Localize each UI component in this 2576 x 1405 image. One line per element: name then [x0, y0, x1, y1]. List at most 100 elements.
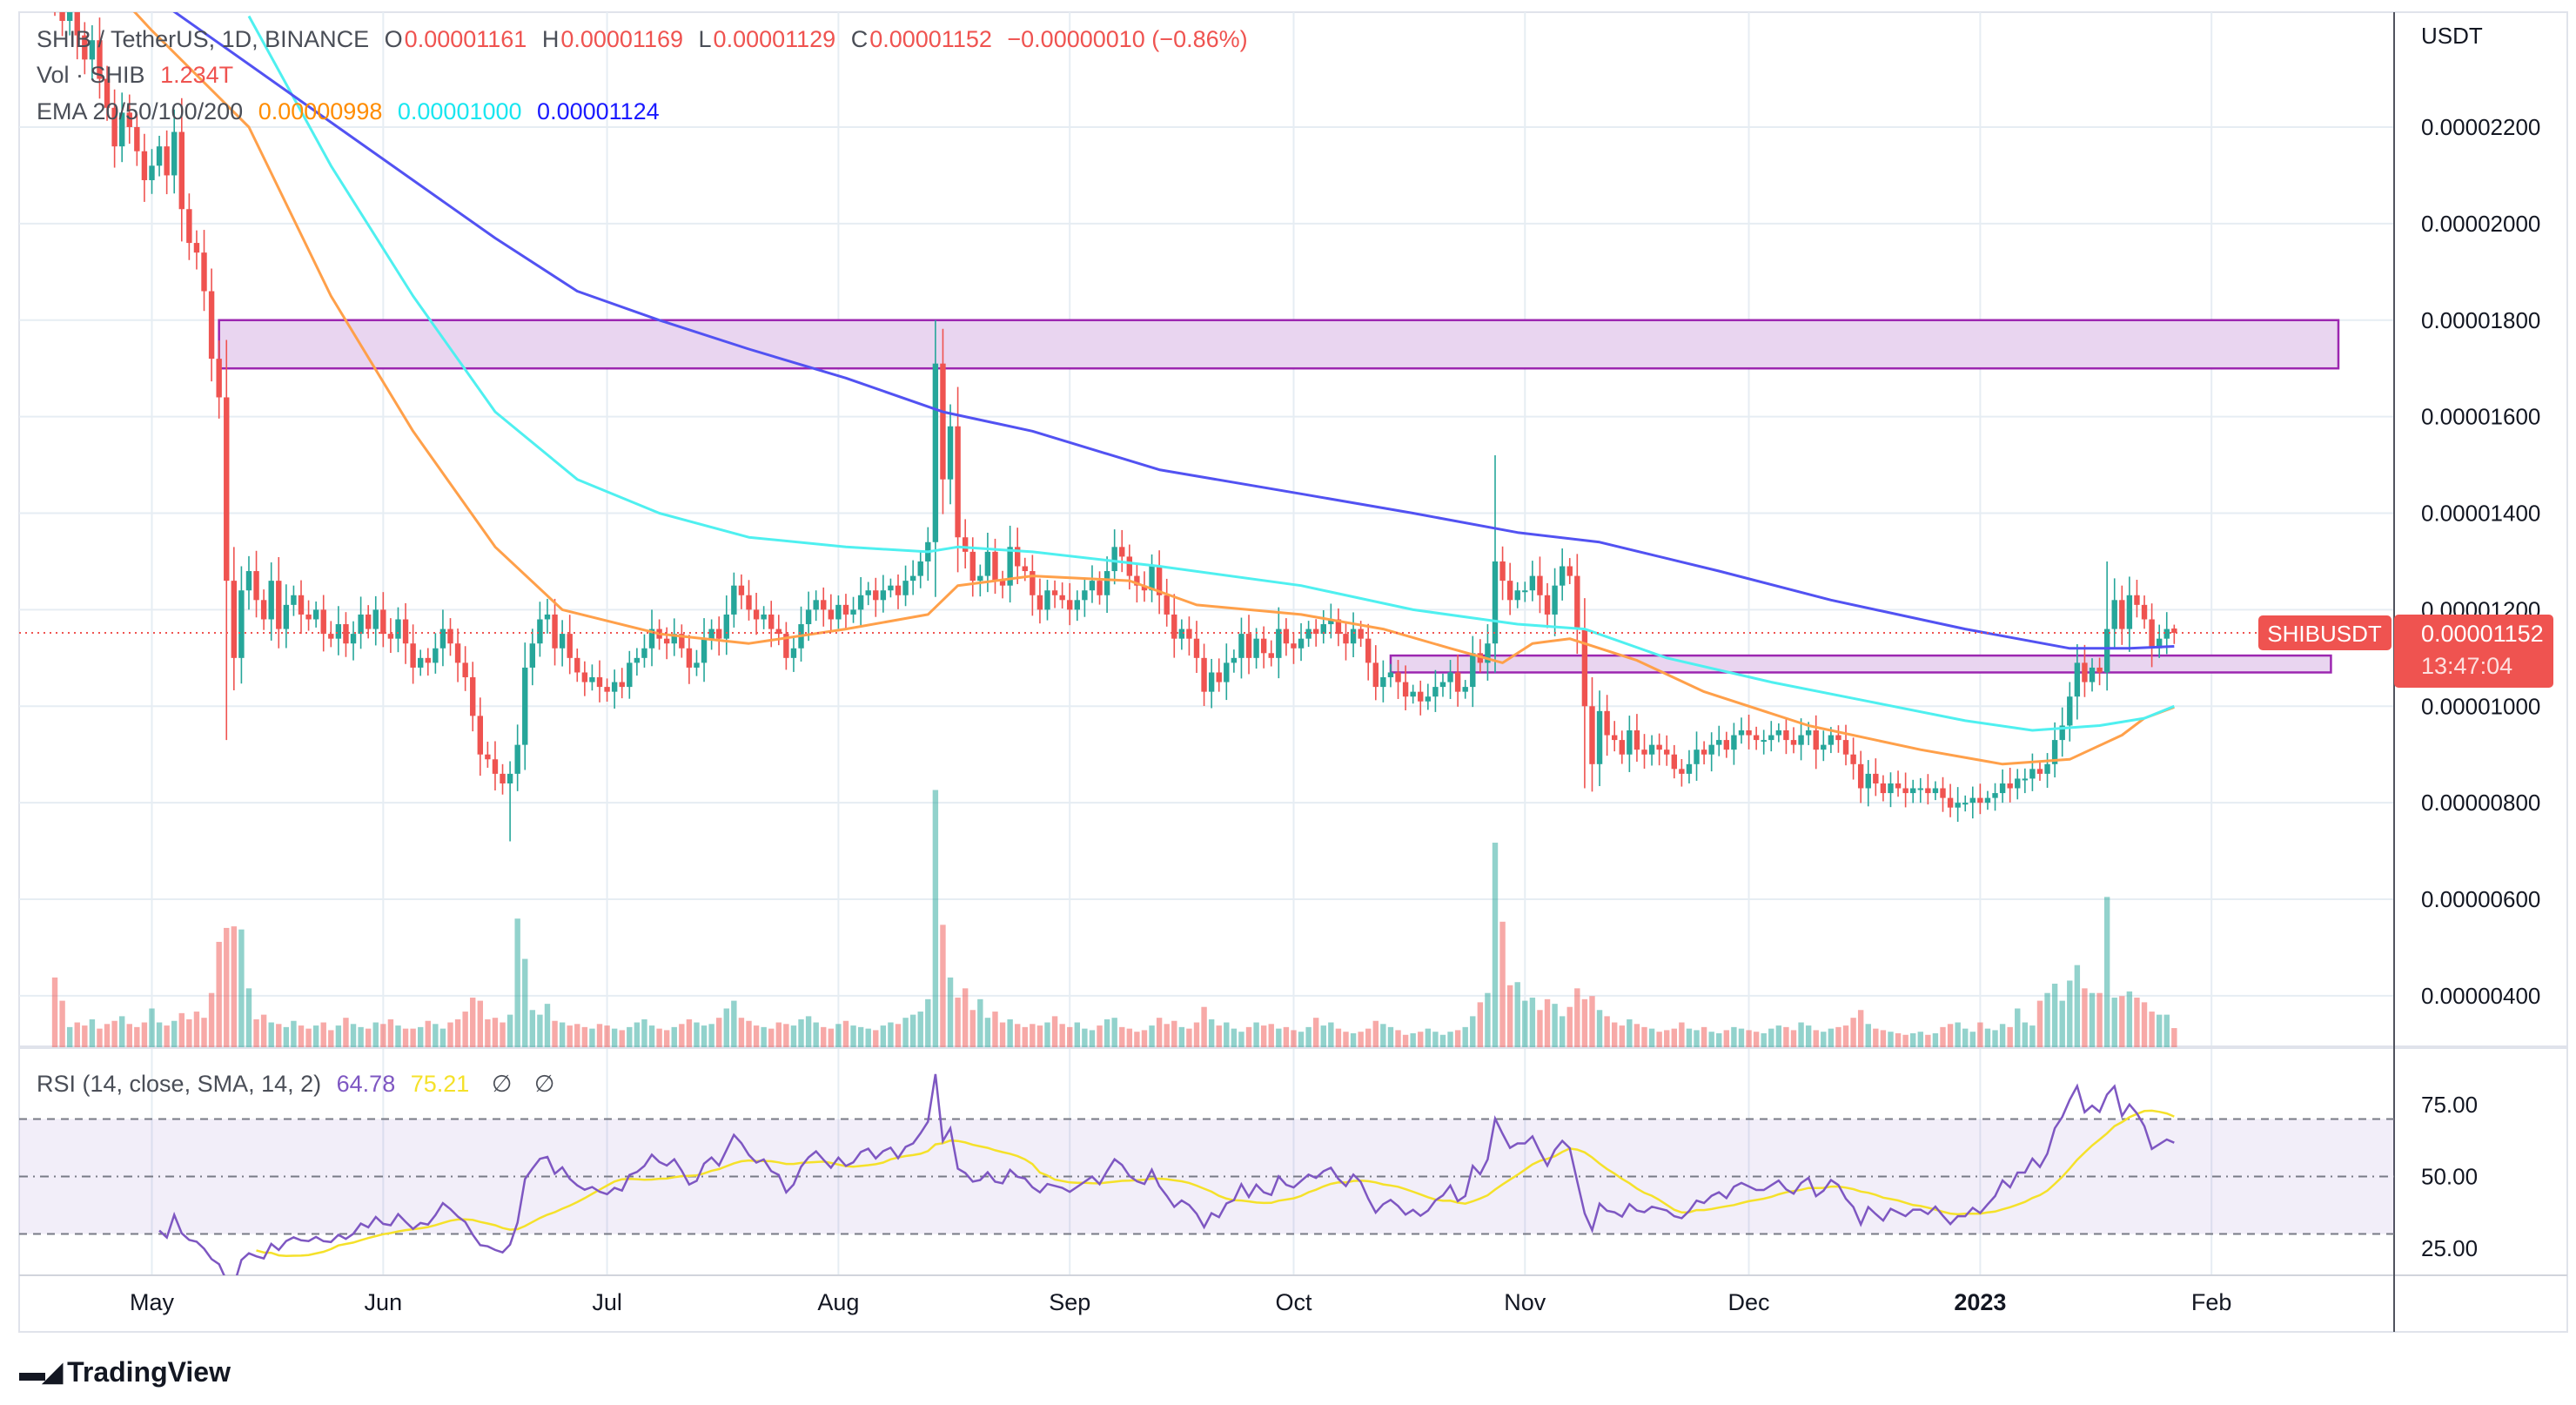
candle-body [1104, 571, 1110, 595]
candle-body [701, 638, 708, 663]
candle-body [2141, 604, 2148, 620]
candle-body [611, 682, 618, 692]
volume-bar [1656, 1032, 1662, 1047]
volume-bar [492, 1018, 499, 1047]
candle-body [955, 426, 961, 538]
volume-bar [1821, 1032, 1827, 1047]
candle-body [1149, 566, 1155, 591]
candle-body [2082, 662, 2088, 682]
volume-bar [2022, 1022, 2029, 1047]
volume-bar [1343, 1032, 1349, 1047]
volume-bar [1925, 1034, 1931, 1047]
candle-body [1022, 566, 1028, 572]
candle-body [596, 677, 603, 688]
candle-body [1051, 590, 1058, 595]
candle-body [1619, 740, 1625, 755]
volume-bar [634, 1022, 641, 1047]
candle-body [1671, 754, 1677, 770]
rectangle-zone [218, 319, 2340, 370]
candle-body [402, 619, 409, 644]
candle-body [694, 662, 700, 668]
candle-body [708, 629, 714, 639]
volume-bar [201, 1018, 207, 1047]
volume-bar [1738, 1028, 1745, 1047]
candle-body [567, 634, 573, 658]
volume-bar [1022, 1026, 1028, 1047]
volume-bar [1268, 1024, 1274, 1047]
ema20-value: 0.00000998 [258, 98, 383, 124]
candle-body [1962, 803, 1969, 805]
candle-body [1350, 629, 1357, 644]
candle-body [1432, 687, 1439, 697]
volume-bar [245, 988, 252, 1047]
candle-body [2103, 629, 2110, 673]
candle-body [1514, 590, 1520, 601]
candle-body [380, 609, 386, 635]
candle-body [1418, 691, 1424, 702]
candle-body [1298, 638, 1305, 649]
candle-body [1402, 682, 1409, 697]
candle-body [418, 657, 424, 668]
logo-text: TradingView [67, 1356, 231, 1388]
volume-bar [1499, 921, 1506, 1047]
candle-body [1499, 561, 1506, 581]
volume-series [51, 790, 2177, 1047]
candle-body [66, 12, 73, 22]
volume-bar [1701, 1026, 1707, 1047]
volume-bar [1746, 1030, 1752, 1047]
candle-body [723, 614, 729, 639]
volume-bar [208, 992, 215, 1047]
ema-label: EMA 20/50/100/200 [37, 98, 244, 124]
rsi-axis-label: 50.00 [2421, 1164, 2478, 1190]
volume-bar [2126, 991, 2133, 1047]
candle-body [1574, 575, 1580, 629]
low-label: L [698, 26, 712, 52]
rsi-na-icon-1: ∅ [491, 1071, 513, 1097]
candle-body [1723, 740, 1730, 750]
candle-body [1097, 581, 1103, 595]
volume-bar [850, 1025, 856, 1047]
volume-bar [880, 1025, 887, 1047]
volume-bar [2141, 1002, 2148, 1047]
candle-body [992, 551, 998, 581]
volume-bar [216, 941, 222, 1047]
volume-bar [276, 1024, 282, 1047]
volume-bar [231, 926, 238, 1047]
volume-bar [1902, 1034, 1909, 1047]
candle-body [947, 426, 954, 480]
volume-bar [119, 1016, 125, 1047]
candle-body [358, 614, 364, 635]
rsi-sma-line [256, 1109, 2175, 1257]
time-axis-label: Feb [2191, 1289, 2232, 1315]
volume-bar [895, 1024, 902, 1047]
candle-body [581, 672, 588, 682]
candle-body [1119, 547, 1125, 557]
ema50-line [247, 15, 2175, 732]
volume-bar [410, 1028, 416, 1047]
volume-bar [126, 1024, 132, 1047]
volume-bar [1969, 1032, 1976, 1047]
candle-body [2171, 629, 2177, 634]
volume-bar [1962, 1028, 1969, 1047]
volume-bar [433, 1024, 439, 1047]
volume-bar [1589, 996, 1595, 1047]
candle-body [1873, 773, 1879, 783]
volume-bar [1074, 1022, 1080, 1047]
volume-bar [1679, 1022, 1685, 1047]
volume-bar [1387, 1026, 1394, 1047]
time-axis-label: Sep [1049, 1289, 1090, 1315]
volume-bar [1648, 1028, 1655, 1047]
volume-bar [2036, 1000, 2043, 1047]
candle-body [761, 614, 767, 620]
volume-bar [372, 1022, 379, 1047]
candle-body [835, 604, 842, 620]
candle-body [1067, 600, 1073, 610]
volume-bar [775, 1022, 782, 1047]
candle-body [1880, 783, 1887, 794]
tradingview-logo[interactable]: ▬◢ TradingView [19, 1356, 231, 1388]
candle-body [1828, 735, 1835, 745]
volume-bar [723, 1008, 729, 1047]
candle-body [2036, 769, 2043, 774]
candle-body [1156, 566, 1163, 595]
